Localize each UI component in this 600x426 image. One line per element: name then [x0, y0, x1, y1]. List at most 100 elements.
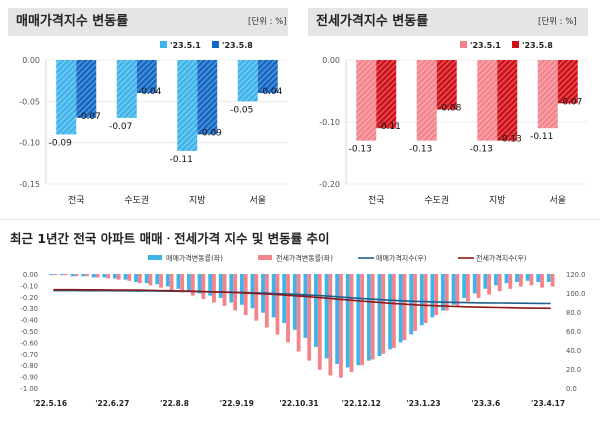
trend-left-tick-label: -0.20 [20, 294, 38, 302]
trend-x-tick-label: '23.4.17 [531, 399, 565, 408]
trend-rent-change-bar [360, 274, 365, 366]
trend-sale-change-bar [60, 274, 64, 276]
trend-x-tick-label: '23.1.23 [406, 399, 440, 408]
trend-x-tick-label: '23.3.6 [471, 399, 500, 408]
sale-ytick-label: -0.15 [19, 180, 40, 189]
panel-title-sale: 매매가격지수 변동률 [8, 8, 288, 36]
trend-rent-change-bar [339, 274, 343, 378]
trend-rent-change-bar [518, 274, 523, 287]
sale-bar [257, 60, 278, 94]
trend-x-tick-label: '22.8.8 [160, 399, 189, 408]
trend-rent-change-bar [254, 274, 259, 321]
trend-rent-change-bar [370, 274, 375, 360]
unit-label-rent: [단위 : %] [538, 17, 577, 27]
sale-legend-label: '23.5.1 [170, 41, 201, 50]
sale-data-label: -0.04 [259, 87, 283, 97]
trend-rent-change-bar [455, 274, 460, 306]
trend-legend-label: 전세가격지수(우) [476, 254, 527, 263]
trend-left-tick-label: -0.80 [20, 362, 38, 370]
rent-bar [356, 60, 377, 141]
trend-rent-change-bar [413, 274, 417, 331]
rent-ytick-label: 0.00 [322, 56, 340, 65]
rent-bar [557, 60, 578, 104]
trend-sale-change-bar [472, 274, 477, 294]
sale-bar [237, 60, 258, 102]
trend-sale-change-bar [165, 274, 170, 287]
trend-sale-change-bar [366, 274, 371, 361]
rent-bar [436, 60, 457, 110]
trend-sale-change-bar [208, 274, 213, 296]
sale-bar [177, 60, 198, 151]
trend-rent-change-bar [349, 274, 354, 373]
sale-category-label: 지방 [189, 195, 206, 206]
trend-sale-change-bar [462, 274, 467, 298]
trend-rent-change-bar [434, 274, 439, 316]
sale-legend-swatch [160, 41, 167, 48]
sale-data-label: -0.04 [138, 87, 162, 97]
trend-rent-change-bar [508, 274, 513, 289]
trend-sale-change-bar [546, 274, 551, 282]
sale-ytick-label: -0.05 [19, 97, 40, 106]
trend-legend-swatch [148, 255, 162, 260]
trend-sale-change-bar [144, 274, 149, 284]
trend-rent-change-bar [307, 274, 312, 361]
trend-rent-change-bar [529, 274, 534, 286]
trend-rent-change-bar [169, 274, 174, 290]
rent-ytick-label: -0.10 [319, 118, 340, 127]
sale-change-bar-chart: 0.00 -0.05 -0.10 -0.15 '23.5.1 '23.5.8 전국 -0.09… [19, 41, 288, 206]
trend-rent-change-bar [85, 274, 89, 277]
trend-sale-change-bar [187, 274, 191, 292]
trend-rent-change-bar [328, 274, 333, 376]
trend-sale-change-bar [70, 274, 75, 277]
sale-data-label: -0.11 [170, 155, 193, 165]
trend-rent-change-bar [487, 274, 492, 295]
sale-category-label: 서울 [249, 195, 266, 206]
rent-data-label: -0.13 [470, 145, 493, 155]
trend-x-tick-label: '22.9.19 [220, 399, 254, 408]
trend-rent-change-bar [106, 274, 111, 279]
trend-x-tick-label: '22.5.16 [33, 399, 67, 408]
trend-rent-change-bar [317, 274, 322, 370]
sale-bar [56, 60, 77, 135]
trend-sale-change-bar [218, 274, 223, 298]
trend-left-tick-label: 0.00 [23, 271, 38, 279]
sale-category-label: 수도권 [124, 194, 149, 206]
trend-rent-index-line [53, 288, 551, 310]
trend-rent-change-bar [212, 274, 216, 303]
trend-sale-change-bar [504, 274, 509, 284]
trend-sale-change-bar [335, 274, 340, 365]
trend-rent-change-bar [148, 274, 153, 286]
sale-bar [76, 60, 97, 118]
trend-legend-swatch [258, 255, 272, 260]
trend-section-title: 최근 1년간 전국 아파트 매매ㆍ전세가격 지수 및 변동률 추이 [10, 231, 330, 246]
trend-right-tick-label: 60.0 [566, 328, 581, 336]
trend-sale-change-bar [134, 274, 138, 282]
trend-rent-change-bar [63, 274, 68, 276]
trend-rent-change-bar [159, 274, 163, 288]
trend-left-tick-label: -1.00 [20, 385, 38, 393]
trend-rent-change-bar [116, 274, 121, 280]
trend-sale-change-bar [430, 274, 435, 318]
trend-rent-change-bar [476, 274, 481, 298]
unit-label-sale: [단위 : %] [248, 17, 287, 27]
trend-sale-change-bar [250, 274, 255, 309]
rent-data-label: -0.11 [378, 122, 401, 132]
trend-rent-change-bar [286, 274, 290, 343]
trend-sale-change-bar [356, 274, 361, 366]
section-divider [0, 219, 600, 220]
rent-category-label: 수도권 [424, 194, 449, 206]
trend-sale-change-bar [123, 274, 128, 280]
trend-sale-change-bar [91, 274, 96, 278]
rent-legend-label: '23.5.1 [470, 41, 501, 50]
trend-sale-change-bar [102, 274, 107, 278]
trend-sale-change-bar [197, 274, 202, 294]
rent-bar [537, 60, 558, 129]
trend-right-tick-label: 100.0 [566, 290, 585, 298]
trend-rent-change-bar [275, 274, 280, 335]
trend-left-tick-label: -0.30 [20, 305, 38, 313]
trend-sale-change-bar [176, 274, 181, 289]
trend-left-tick-label: -0.90 [20, 374, 38, 382]
trend-rent-change-bar [296, 274, 301, 352]
trend-right-tick-label: 0.0 [566, 385, 577, 393]
rent-data-label: -0.13 [409, 145, 432, 155]
